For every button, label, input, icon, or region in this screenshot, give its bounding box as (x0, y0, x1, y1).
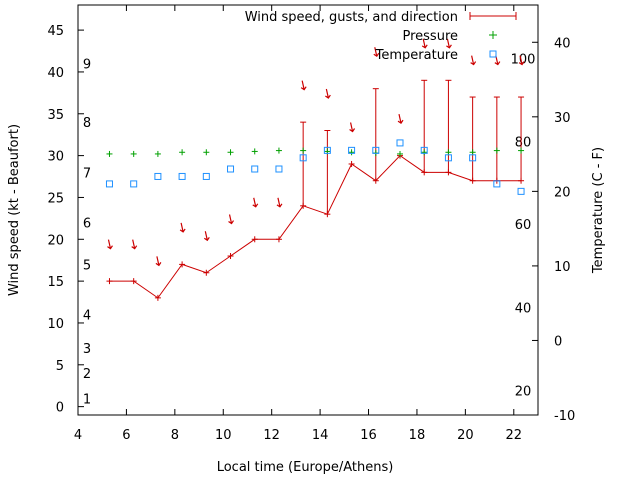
wind-direction-arrow (131, 239, 138, 250)
x-tick-label: 14 (312, 428, 329, 443)
beaufort-label: 1 (83, 392, 91, 407)
axis-ticks (77, 5, 538, 416)
fahrenheit-label: 20 (515, 384, 532, 399)
beaufort-label: 2 (83, 367, 91, 382)
temperature-point (154, 172, 162, 180)
wind-series (106, 38, 525, 301)
wind-direction-arrow (179, 222, 186, 233)
fahrenheit-label: 40 (515, 302, 532, 317)
y-left-tick-label: 40 (47, 66, 64, 81)
y-right-tick-labels: -10 0 10 20 30 40 (554, 36, 575, 424)
fahrenheit-label: 80 (515, 135, 532, 150)
wind-direction-arrow (421, 38, 428, 49)
wind-direction-arrow (300, 80, 307, 91)
y-left-tick-label: 30 (47, 150, 64, 165)
beaufort-label: 6 (83, 217, 91, 232)
beaufort-label: 5 (83, 258, 91, 273)
wind-direction-arrow (228, 214, 235, 225)
temperature-series (105, 139, 525, 195)
wind-direction-arrow (349, 122, 356, 133)
temperature-point (105, 180, 113, 188)
temperature-point (517, 187, 525, 195)
temperature-point (202, 172, 210, 180)
beaufort-scale-labels: 1 2 3 4 5 6 7 8 9 (83, 58, 91, 408)
y-left-tick-label: 0 (56, 401, 64, 416)
wind-direction-arrow (276, 197, 283, 208)
pressure-series (106, 147, 525, 157)
y-left-tick-label: 15 (47, 275, 64, 290)
temperature-point (469, 154, 477, 162)
temperature-point (251, 165, 259, 173)
temperature-point (396, 139, 404, 147)
legend-sample-temperature (489, 50, 497, 58)
temperature-point (130, 180, 138, 188)
y-left-tick-label: 20 (47, 233, 64, 248)
y-left-tick-label: 45 (47, 24, 64, 39)
wind-direction-arrow (203, 231, 210, 242)
x-tick-label: 16 (360, 428, 377, 443)
x-tick-label: 12 (263, 428, 280, 443)
y-right-tick-label: 20 (554, 185, 571, 200)
fahrenheit-scale-labels: 20 40 60 80 100 (511, 53, 536, 400)
temperature-point (372, 146, 380, 154)
y-left-tick-labels: 0 5 10 15 20 25 30 35 40 45 (47, 24, 64, 416)
y-left-axis-label: Wind speed (kt - Beaufort) (7, 124, 22, 296)
beaufort-label: 7 (83, 166, 91, 181)
fahrenheit-label: 100 (511, 53, 536, 68)
plot-area-frame (77, 4, 539, 416)
x-tick-labels: 4 6 8 10 12 14 16 18 20 22 (74, 428, 522, 443)
temperature-point (299, 154, 307, 162)
legend-sample-pressure (489, 31, 497, 39)
legend-sample-wind (469, 12, 517, 20)
temperature-point (275, 165, 283, 173)
wind-direction-arrow (470, 55, 477, 66)
beaufort-label: 4 (83, 309, 91, 324)
legend-label-pressure: Pressure (402, 29, 458, 44)
temperature-point (323, 146, 331, 154)
y-right-tick-label: -10 (554, 409, 575, 424)
y-right-tick-label: 10 (554, 260, 571, 275)
wind-direction-arrow (325, 88, 331, 99)
temperature-point (444, 154, 452, 162)
wind-direction-arrow (252, 197, 259, 208)
temperature-point (348, 146, 356, 154)
x-axis-label: Local time (Europe/Athens) (217, 460, 394, 475)
x-tick-label: 10 (215, 428, 232, 443)
beaufort-label: 8 (83, 116, 91, 131)
x-tick-label: 8 (171, 428, 179, 443)
wind-direction-arrow (397, 114, 404, 124)
legend-label-temperature: Temperature (375, 48, 458, 63)
temperature-point (493, 180, 501, 188)
y-left-tick-label: 35 (47, 108, 64, 123)
wind-direction-arrow (518, 55, 525, 66)
wind-direction-arrow (155, 256, 162, 267)
wind-direction-arrow (446, 38, 452, 49)
x-tick-label: 20 (457, 428, 474, 443)
wind-direction-arrow (373, 47, 380, 58)
temperature-point (178, 172, 186, 180)
temperature-point (227, 165, 235, 173)
y-left-tick-label: 10 (47, 317, 64, 332)
y-right-axis-label: Temperature (C - F) (591, 147, 606, 274)
wind-direction-arrow (107, 239, 113, 250)
beaufort-label: 3 (83, 342, 91, 357)
y-left-tick-label: 5 (56, 359, 64, 374)
x-tick-label: 6 (122, 428, 130, 443)
wind-speed-line (109, 154, 522, 299)
x-tick-label: 18 (409, 428, 426, 443)
x-tick-label: 4 (74, 428, 82, 443)
y-right-tick-label: 0 (554, 334, 562, 349)
fahrenheit-label: 60 (515, 218, 532, 233)
y-left-tick-label: 25 (47, 191, 64, 206)
legend-label-wind: Wind speed, gusts, and direction (245, 10, 458, 25)
temperature-point (420, 146, 428, 154)
x-tick-label: 22 (506, 428, 523, 443)
beaufort-label: 9 (83, 58, 91, 73)
y-right-tick-label: 30 (554, 111, 571, 126)
legend: Wind speed, gusts, and direction Pressur… (245, 10, 517, 63)
y-right-tick-label: 40 (554, 36, 571, 51)
